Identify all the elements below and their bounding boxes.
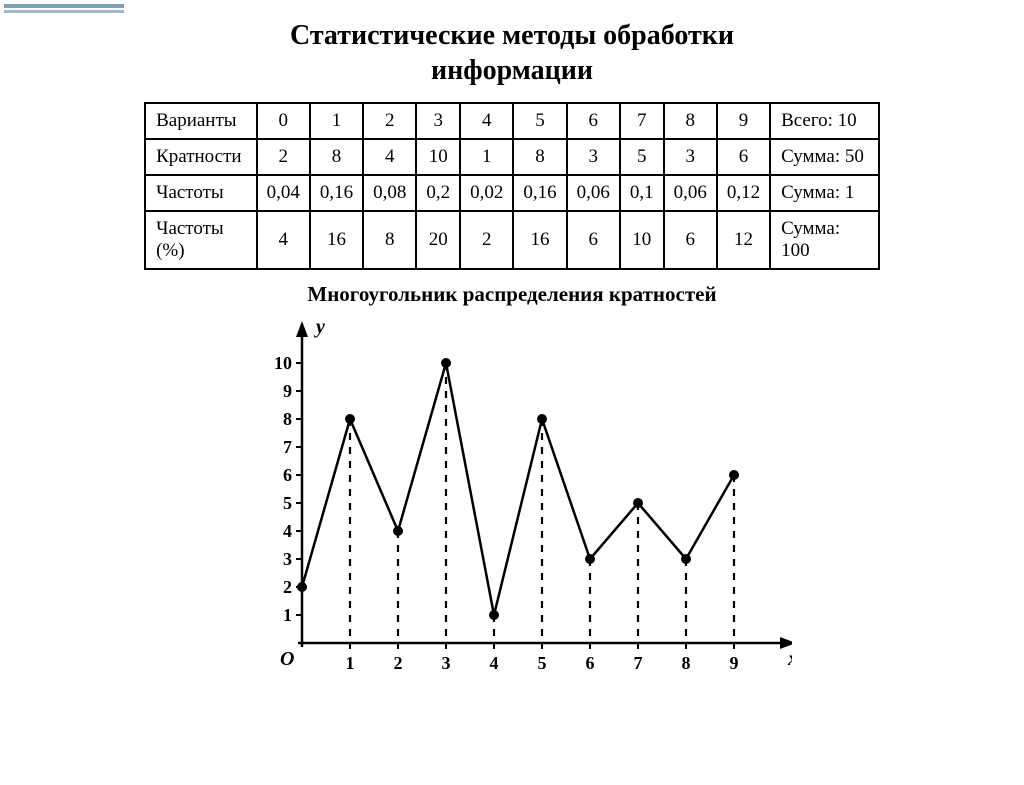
row-label: Частоты(%) bbox=[145, 211, 256, 269]
row-summary: Сумма:100 bbox=[770, 211, 879, 269]
table-cell: 2 bbox=[460, 211, 513, 269]
svg-text:3: 3 bbox=[442, 653, 451, 673]
svg-text:1: 1 bbox=[346, 653, 355, 673]
svg-text:9: 9 bbox=[730, 653, 739, 673]
table-cell: 4 bbox=[460, 103, 513, 139]
table-cell: 12 bbox=[717, 211, 770, 269]
page-title: Статистические методы обработки информац… bbox=[0, 18, 1024, 88]
svg-text:3: 3 bbox=[283, 549, 292, 569]
svg-text:4: 4 bbox=[490, 653, 499, 673]
svg-text:O: O bbox=[280, 648, 294, 670]
table-cell: 8 bbox=[363, 211, 416, 269]
table-cell: 1 bbox=[310, 103, 363, 139]
row-summary: Всего: 10 bbox=[770, 103, 879, 139]
table-row: Частоты0,040,160,080,20,020,160,060,10,0… bbox=[145, 175, 879, 211]
table-cell: 2 bbox=[363, 103, 416, 139]
table-cell: 8 bbox=[310, 139, 363, 175]
svg-text:2: 2 bbox=[394, 653, 403, 673]
table-cell: 2 bbox=[257, 139, 310, 175]
table-cell: 5 bbox=[513, 103, 566, 139]
svg-text:9: 9 bbox=[283, 381, 292, 401]
table-cell: 7 bbox=[620, 103, 664, 139]
table-cell: 0,2 bbox=[416, 175, 460, 211]
svg-text:y: y bbox=[314, 316, 325, 338]
svg-text:5: 5 bbox=[538, 653, 547, 673]
table-cell: 10 bbox=[620, 211, 664, 269]
table-cell: 8 bbox=[513, 139, 566, 175]
row-label: Кратности bbox=[145, 139, 256, 175]
table-cell: 9 bbox=[717, 103, 770, 139]
svg-text:6: 6 bbox=[283, 465, 292, 485]
svg-text:8: 8 bbox=[283, 409, 292, 429]
table-cell: 6 bbox=[567, 211, 620, 269]
table-row: Частоты(%)416820216610612Сумма:100 bbox=[145, 211, 879, 269]
svg-text:2: 2 bbox=[283, 577, 292, 597]
table-cell: 3 bbox=[567, 139, 620, 175]
table-cell: 4 bbox=[363, 139, 416, 175]
table-cell: 0 bbox=[257, 103, 310, 139]
title-line-1: Статистические методы обработки bbox=[290, 20, 734, 51]
svg-text:10: 10 bbox=[274, 353, 292, 373]
table-cell: 16 bbox=[310, 211, 363, 269]
table-cell: 16 bbox=[513, 211, 566, 269]
table-row: Кратности28410183536Сумма: 50 bbox=[145, 139, 879, 175]
svg-text:1: 1 bbox=[283, 605, 292, 625]
table-cell: 10 bbox=[416, 139, 460, 175]
svg-text:6: 6 bbox=[586, 653, 595, 673]
polygon-chart: y x O 1 2 3 4 5 6 7 8 9 10 1 2 3 4 5 6 7 8 9 bbox=[232, 313, 792, 693]
table-cell: 6 bbox=[567, 103, 620, 139]
table-cell: 3 bbox=[416, 103, 460, 139]
svg-text:x: x bbox=[787, 648, 792, 670]
table-cell: 8 bbox=[664, 103, 717, 139]
table-cell: 0,08 bbox=[363, 175, 416, 211]
table-cell: 0,06 bbox=[664, 175, 717, 211]
table-cell: 0,06 bbox=[567, 175, 620, 211]
table-cell: 4 bbox=[257, 211, 310, 269]
row-label: Частоты bbox=[145, 175, 256, 211]
svg-text:7: 7 bbox=[634, 653, 643, 673]
table-cell: 5 bbox=[620, 139, 664, 175]
table-cell: 0,16 bbox=[310, 175, 363, 211]
table-row: Варианты0123456789Всего: 10 bbox=[145, 103, 879, 139]
table-cell: 0,04 bbox=[257, 175, 310, 211]
row-summary: Сумма: 50 bbox=[770, 139, 879, 175]
chart-title: Многоугольник распределения кратностей bbox=[0, 282, 1024, 307]
table-cell: 0,1 bbox=[620, 175, 664, 211]
table-cell: 1 bbox=[460, 139, 513, 175]
table-cell: 0,02 bbox=[460, 175, 513, 211]
top-accent-bars bbox=[4, 4, 124, 16]
row-label: Варианты bbox=[145, 103, 256, 139]
stats-table: Варианты0123456789Всего: 10Кратности2841… bbox=[144, 102, 880, 270]
svg-text:5: 5 bbox=[283, 493, 292, 513]
table-cell: 0,16 bbox=[513, 175, 566, 211]
table-cell: 3 bbox=[664, 139, 717, 175]
table-cell: 0,12 bbox=[717, 175, 770, 211]
row-summary: Сумма: 1 bbox=[770, 175, 879, 211]
svg-text:4: 4 bbox=[283, 521, 292, 541]
svg-text:7: 7 bbox=[283, 437, 292, 457]
table-cell: 20 bbox=[416, 211, 460, 269]
table-cell: 6 bbox=[664, 211, 717, 269]
table-cell: 6 bbox=[717, 139, 770, 175]
title-line-2: информации bbox=[431, 55, 593, 86]
svg-text:8: 8 bbox=[682, 653, 691, 673]
